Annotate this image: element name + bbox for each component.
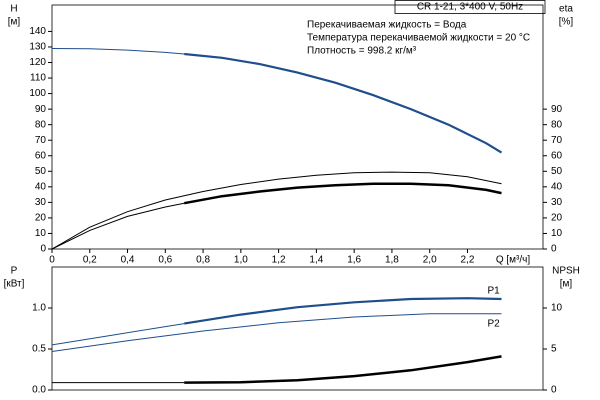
series-label: P1 bbox=[487, 286, 500, 297]
x-tick-label: 0,8 bbox=[196, 255, 210, 266]
y-tick-label: 120 bbox=[29, 57, 46, 68]
plot-frame bbox=[51, 266, 544, 391]
y-tick-label: 60 bbox=[35, 150, 47, 161]
y2-tick-label: 0 bbox=[551, 244, 557, 255]
series-label: P2 bbox=[487, 318, 500, 329]
x-tick-label: 0 bbox=[49, 255, 55, 266]
y-tick-label: 1.0 bbox=[32, 303, 46, 314]
y-tick-label: 140 bbox=[29, 26, 46, 37]
x-tick-label: 0,4 bbox=[121, 255, 135, 266]
y2-axis-label: [м] bbox=[560, 279, 573, 290]
chart-title: CR 1-21, 3*400 V, 50Hz bbox=[417, 2, 523, 13]
x-tick-label: 1,0 bbox=[234, 255, 248, 266]
y2-tick-label: 70 bbox=[551, 135, 563, 146]
y-tick-label: 40 bbox=[35, 181, 47, 192]
x-tick-label: 1,2 bbox=[272, 255, 286, 266]
y-tick-label: 10 bbox=[35, 228, 47, 239]
y2-axis-label: [%] bbox=[559, 17, 574, 28]
x-axis-label: Q [м³/ч] bbox=[496, 255, 531, 266]
y2-tick-label: 40 bbox=[551, 181, 563, 192]
y2-tick-label: 10 bbox=[551, 303, 563, 314]
series-line bbox=[51, 202, 185, 250]
series-line bbox=[51, 313, 502, 352]
y-tick-label: 0 bbox=[40, 244, 46, 255]
y2-tick-label: 20 bbox=[551, 213, 563, 224]
x-tick-label: 0,2 bbox=[83, 255, 97, 266]
y-tick-label: 100 bbox=[29, 88, 46, 99]
y2-tick-label: 5 bbox=[551, 344, 557, 355]
x-tick-label: 1,8 bbox=[385, 255, 399, 266]
y-tick-label: 50 bbox=[35, 166, 47, 177]
series-line bbox=[184, 52, 503, 154]
y2-tick-label: 10 bbox=[551, 228, 563, 239]
series-line bbox=[184, 297, 502, 325]
series-line bbox=[51, 48, 185, 55]
plot-frame bbox=[51, 4, 544, 250]
series-line bbox=[51, 323, 185, 346]
x-tick-label: 1,4 bbox=[309, 255, 323, 266]
annotation: Температура перекачиваемой жидкости = 20… bbox=[307, 33, 530, 44]
x-tick-label: 1,6 bbox=[347, 255, 361, 266]
series-line bbox=[51, 171, 502, 250]
y-axis-label: [м] bbox=[8, 17, 21, 28]
series-line bbox=[184, 355, 502, 384]
y-tick-label: 30 bbox=[35, 197, 47, 208]
y-tick-label: 0.0 bbox=[32, 385, 46, 396]
y-tick-label: 90 bbox=[35, 104, 47, 115]
y-tick-label: 130 bbox=[29, 42, 46, 53]
annotation: Плотность = 998.2 кг/м³ bbox=[307, 46, 417, 57]
y2-tick-label: 50 bbox=[551, 166, 563, 177]
y-tick-label: 80 bbox=[35, 119, 47, 130]
y2-axis-label: NPSH bbox=[552, 266, 580, 277]
y2-tick-label: 90 bbox=[551, 104, 563, 115]
y-tick-label: 0.5 bbox=[32, 344, 46, 355]
x-tick-label: 2,2 bbox=[461, 255, 475, 266]
y-axis-label: P bbox=[11, 266, 18, 277]
y2-tick-label: 60 bbox=[551, 150, 563, 161]
y-axis-label: [кВт] bbox=[4, 279, 25, 290]
x-tick-label: 2,0 bbox=[423, 255, 437, 266]
annotation: Перекачиваемая жидкость = Вода bbox=[307, 20, 467, 31]
y2-tick-label: 0 bbox=[551, 385, 557, 396]
title-box bbox=[394, 0, 546, 14]
y2-axis-label: eta bbox=[559, 4, 573, 15]
y2-tick-label: 30 bbox=[551, 197, 563, 208]
y-tick-label: 70 bbox=[35, 135, 47, 146]
x-tick-label: 0,6 bbox=[158, 255, 172, 266]
y-axis-label: H bbox=[10, 4, 17, 15]
series-line bbox=[183, 182, 502, 205]
y-tick-label: 20 bbox=[35, 213, 47, 224]
y-tick-label: 110 bbox=[30, 73, 46, 84]
y2-tick-label: 80 bbox=[551, 119, 563, 130]
